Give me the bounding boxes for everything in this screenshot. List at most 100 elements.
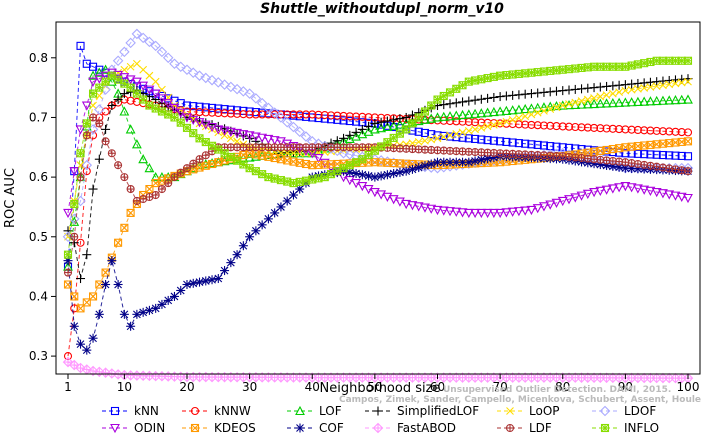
point-odin-shape: [238, 130, 249, 140]
point-knnw: [333, 111, 342, 120]
point-loop: [546, 105, 555, 113]
point-loop: [414, 138, 423, 146]
point-cof-stroke: [615, 163, 623, 172]
point-kdeos-shape: [264, 152, 273, 161]
point-knn-shape: [621, 149, 630, 158]
point-loop: [640, 84, 649, 92]
point-odin-shape: [576, 191, 587, 201]
point-lof: [420, 114, 430, 124]
legend-label-ldof: LDOF: [624, 404, 656, 418]
point-cof: [395, 167, 405, 177]
point-knnw-shape: [608, 124, 617, 133]
point-simplifiedlof: [495, 92, 505, 102]
point-knnw-shape: [445, 116, 455, 126]
point-knn: [558, 143, 567, 152]
point-ldof: [187, 67, 199, 78]
point-ldof: [119, 46, 130, 58]
point-knn: [201, 103, 210, 112]
point-cof: [439, 157, 449, 167]
point-inflo: [683, 56, 693, 65]
point-lof-shape: [388, 120, 399, 130]
point-simplifiedlof: [526, 89, 536, 99]
point-loop-stroke: [652, 82, 661, 91]
point-ldof: [131, 28, 143, 40]
point-knnw-shape: [615, 125, 624, 134]
point-lof-shape: [369, 124, 380, 134]
point-lof-shape: [420, 114, 430, 124]
series-fastabod: [62, 356, 694, 384]
point-lof: [351, 131, 361, 141]
point-ldf: [95, 119, 104, 128]
point-ldof-shape: [131, 28, 143, 40]
point-simplifiedlof: [545, 87, 555, 97]
point-lof-shape: [395, 119, 405, 129]
point-simplifiedlof: [451, 98, 461, 108]
y-tick-label: 0.3: [29, 349, 48, 363]
point-simplifiedlof: [551, 86, 561, 96]
point-simplifiedlof: [583, 83, 593, 93]
point-lof-shape: [488, 106, 499, 117]
point-simplifiedlof: [339, 133, 349, 143]
point-inflo: [82, 119, 91, 128]
point-knn: [333, 115, 342, 124]
point-knn-shape: [320, 114, 329, 123]
point-knn: [683, 152, 693, 161]
point-knnw-shape: [671, 127, 680, 136]
point-loop-stroke: [671, 79, 680, 88]
point-simplifiedlof: [514, 90, 524, 100]
legend-marker-knnw: [190, 406, 200, 416]
point-loop-stroke: [477, 124, 486, 132]
point-odin: [551, 198, 562, 208]
point-ldof-shape: [181, 64, 193, 76]
point-knnw: [301, 110, 311, 119]
x-tick-label: 50: [367, 380, 382, 394]
point-loop: [439, 132, 448, 141]
point-odin-shape: [100, 71, 111, 81]
point-loop: [483, 122, 492, 131]
point-ldf: [114, 161, 123, 170]
point-odin-shape: [376, 190, 387, 200]
point-odin: [63, 208, 73, 219]
point-odin: [582, 189, 593, 199]
point-loop-stroke: [226, 134, 235, 143]
point-knnw: [339, 111, 348, 121]
point-loop: [427, 135, 436, 144]
point-knn: [464, 134, 473, 143]
point-loop-stroke: [659, 81, 667, 90]
point-kdeos-shape: [602, 145, 611, 155]
point-ldof: [81, 159, 93, 171]
point-odin: [576, 191, 587, 201]
point-knnw: [652, 126, 661, 135]
point-knnw-shape: [583, 123, 592, 132]
point-odin-shape: [213, 125, 224, 135]
point-odin: [75, 125, 86, 135]
point-ldof: [112, 55, 124, 67]
point-lof-shape: [131, 139, 142, 149]
point-inflo: [552, 66, 561, 75]
series-line-ldof: [67, 33, 688, 237]
legend-marker-inflo: [600, 423, 610, 433]
point-cof: [288, 190, 298, 200]
point-lof: [507, 105, 518, 115]
point-cof-stroke: [270, 209, 279, 217]
point-knnw-shape: [308, 110, 317, 119]
point-simplifiedlof: [508, 90, 518, 100]
point-lof: [131, 139, 142, 149]
point-simplifiedlof: [476, 94, 486, 104]
point-knn: [677, 151, 686, 160]
point-odin-shape: [263, 134, 274, 145]
point-odin: [482, 208, 493, 219]
point-odin-shape: [482, 208, 493, 219]
point-simplifiedlof: [483, 93, 493, 103]
point-knn-shape: [521, 139, 530, 148]
point-odin-shape: [169, 103, 180, 114]
point-odin-shape: [551, 198, 562, 208]
y-tick-label: 0.6: [29, 170, 48, 184]
point-lof-shape: [576, 99, 587, 109]
point-lof-shape: [664, 95, 675, 105]
legend-label-loop: LoOP: [529, 404, 560, 418]
point-knn-shape: [427, 130, 436, 139]
point-simplifiedlof: [589, 83, 599, 93]
point-knnw: [683, 128, 693, 137]
x-axis-label: Neighborhood size: [320, 381, 441, 396]
